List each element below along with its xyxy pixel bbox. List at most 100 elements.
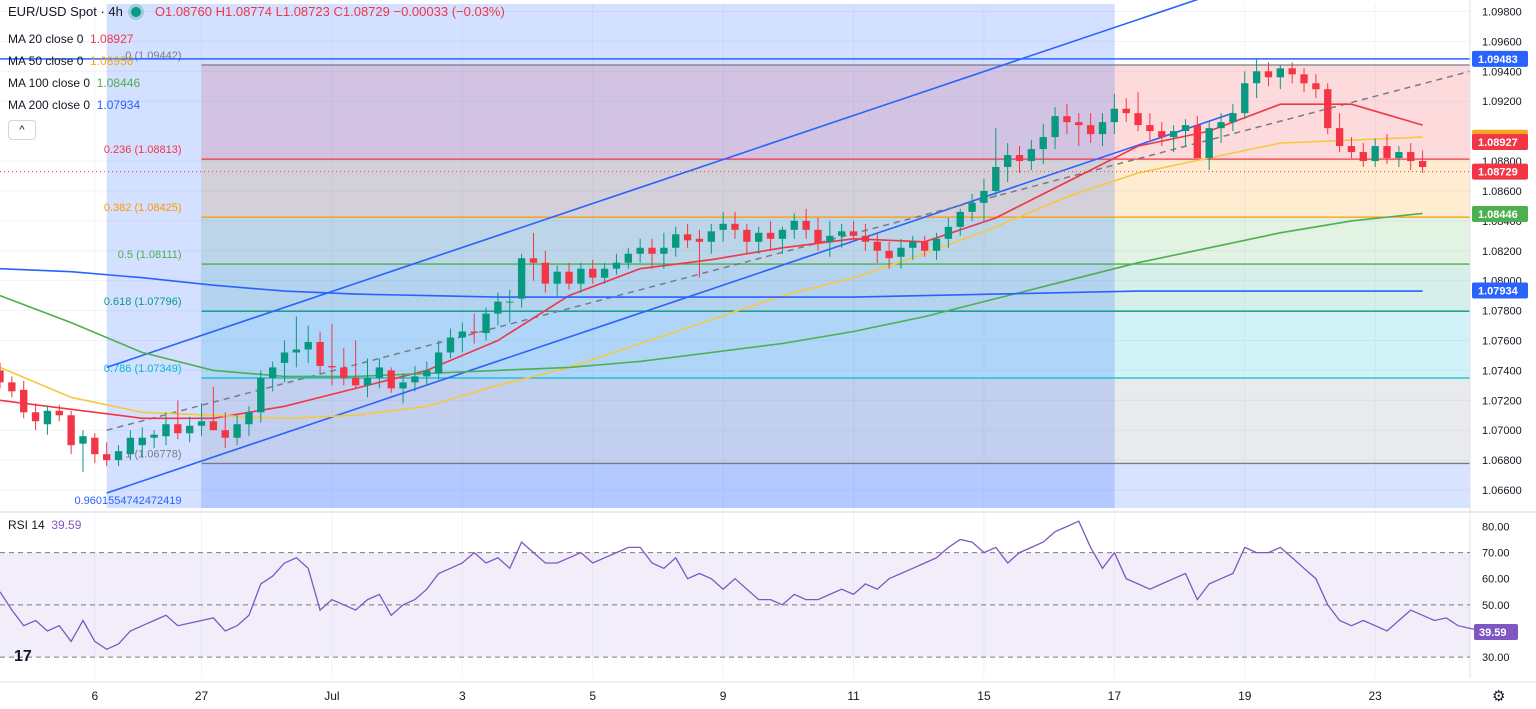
y-tick-label-13: 1.07000 [1482,425,1522,437]
candle-body-33 [387,370,395,389]
y-tick-label-1: 1.09600 [1482,36,1522,48]
candle-body-81 [956,211,964,227]
candle-body-92 [1086,125,1095,135]
ma100-label: MA 100 close 0 [8,76,91,90]
candle-body-56 [660,247,668,254]
candle-body-26 [304,341,312,350]
candle-body-118 [1395,152,1403,159]
y-tick-label-14: 1.06800 [1482,455,1522,467]
x-tick-label-0: 6 [91,689,98,703]
candle-body-84 [992,167,1000,191]
candle-body-51 [600,268,609,278]
fib-label-1: 0.236 (1.08813) [104,144,182,156]
candle-body-68 [802,220,810,230]
candle-body-24 [280,352,289,363]
ma100-legend[interactable]: MA 100 close 0 1.08446 [8,72,140,94]
candle-body-44 [517,258,526,299]
candle-body-13 [150,434,158,438]
y-tick-label-2: 1.09400 [1482,66,1522,78]
candle-body-12 [138,437,146,446]
candle-body-112 [1324,89,1332,129]
candle-body-19 [221,430,229,438]
x-tick-label-1: 27 [195,689,209,703]
candle-body-40 [470,331,478,334]
candle-body-14 [162,424,170,437]
candle-body-90 [1063,116,1071,123]
rsi-legend[interactable]: RSI 14 39.59 [8,518,81,532]
candle-body-0 [0,370,4,383]
price-tag-4: 1.08446 [1478,209,1518,221]
x-tick-label-6: 11 [847,689,860,703]
fib-label-7: 0.9601554742472419 [74,495,181,507]
candle-body-21 [245,412,253,425]
candle-body-42 [494,301,502,314]
ma50-label: MA 50 close 0 [8,54,84,68]
candle-body-11 [126,437,135,455]
candle-body-63 [743,229,751,242]
candle-body-54 [636,247,644,254]
candle-body-99 [1169,131,1178,138]
candle-body-110 [1300,74,1308,84]
channel-lower-line [106,112,1234,494]
ma200-legend[interactable]: MA 200 close 0 1.07934 [8,94,140,116]
collapse-legend-button[interactable]: ^ [8,120,36,140]
x-tick-label-8: 17 [1108,689,1122,703]
candle-body-57 [672,234,680,248]
candle-body-49 [577,268,585,284]
open-value: O1.08760 [154,4,212,19]
candle-body-22 [257,377,265,413]
fib-label-5: 0.786 (1.07349) [104,363,182,375]
price-tag-bg-4 [1472,205,1528,222]
ma20-label: MA 20 close 0 [8,32,84,46]
candle-body-61 [719,223,727,230]
gear-icon[interactable]: ⚙ [1492,688,1506,705]
candle-body-98 [1158,131,1166,138]
y-tick-label-15: 1.06600 [1482,485,1522,497]
candle-body-89 [1051,116,1059,138]
ma100-line [0,212,1423,378]
price-tag-bg-5 [1472,282,1528,299]
candle-body-48 [565,271,573,284]
candle-body-97 [1146,125,1154,132]
candle-body-77 [909,241,917,248]
candle-body-28 [328,365,336,368]
candle-body-39 [458,331,467,338]
candle-body-114 [1347,146,1356,153]
tradingview-logo-icon[interactable]: 17 [14,648,32,665]
price-tag-bg-3 [1472,163,1528,180]
candle-body-115 [1359,152,1367,162]
candle-body-109 [1288,68,1296,75]
y-tick-label-0: 1.09800 [1482,6,1522,18]
fib-label-4: 0.618 (1.07796) [104,296,182,308]
y-tick-label-3: 1.09200 [1482,96,1522,108]
candle-body-94 [1110,108,1119,123]
symbol-title[interactable]: EUR/USD Spot · 4h [8,4,123,19]
channel-upper-line [106,0,1199,369]
candle-body-70 [826,235,834,242]
x-tick-label-2: Jul [324,689,339,703]
candle-body-37 [434,352,443,374]
candle-body-30 [351,377,360,386]
candle-body-111 [1312,83,1320,90]
candle-body-88 [1039,137,1047,150]
candle-body-34 [399,382,407,389]
rsi-value-tag: 39.59 [1479,627,1507,639]
rsi-value-tag-bg [1474,624,1518,641]
price-tag-bg-0 [1472,50,1528,67]
price-tag-5: 1.07934 [1478,286,1519,298]
candle-body-104 [1229,113,1237,123]
market-status-icon [130,7,141,17]
candle-body-29 [340,367,348,378]
x-tick-label-3: 3 [459,689,466,703]
high-value: H1.08774 [215,4,272,19]
candle-body-96 [1134,113,1142,126]
price-tag-0: 1.09483 [1478,54,1518,66]
y-tick-label-11: 1.07400 [1482,365,1522,377]
ma200-line [0,267,1423,298]
ma50-legend[interactable]: MA 50 close 0 1.08956 [8,50,140,72]
rsi-tick-label-1: 70.00 [1482,548,1510,560]
candle-body-105 [1241,83,1249,114]
ma20-legend[interactable]: MA 20 close 0 1.08927 [8,28,140,50]
candle-body-62 [731,223,739,230]
